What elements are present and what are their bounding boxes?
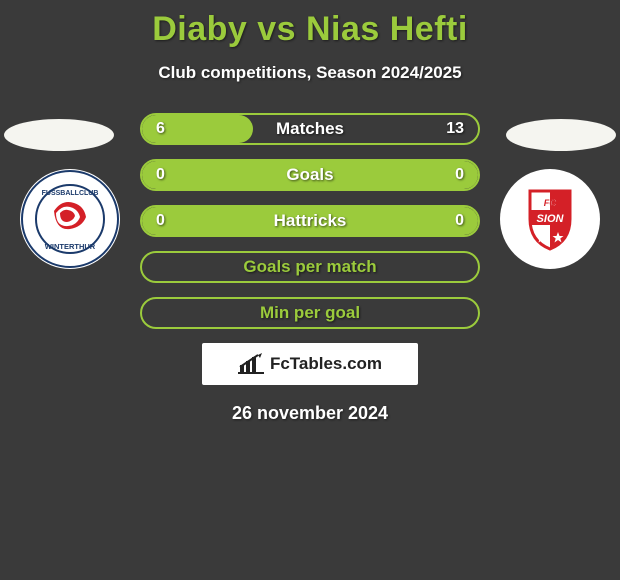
page-title: Diaby vs Nias Hefti xyxy=(0,0,620,49)
chart-icon xyxy=(238,353,264,375)
stat-right-value: 0 xyxy=(455,161,464,189)
stat-right-value: 13 xyxy=(446,115,464,143)
stat-bars: 6 Matches 13 0 Goals 0 0 Hattricks 0 Goa… xyxy=(140,113,480,329)
stat-label: Goals xyxy=(142,161,478,189)
player-right-oval xyxy=(506,119,616,151)
club-badge-left: FUSSBALLCLUB WINTERTHUR xyxy=(20,169,120,269)
svg-text:FUSSBALLCLUB: FUSSBALLCLUB xyxy=(42,190,99,197)
sion-logo-icon: FC FC SION xyxy=(500,169,600,269)
stat-row-goals: 0 Goals 0 xyxy=(140,159,480,191)
branding-text: FcTables.com xyxy=(270,354,382,374)
subtitle: Club competitions, Season 2024/2025 xyxy=(0,63,620,83)
stat-row-goals-per-match: Goals per match xyxy=(140,251,480,283)
club-badge-right: FC FC SION xyxy=(500,169,600,269)
stat-label: Matches xyxy=(142,115,478,143)
svg-text:FC: FC xyxy=(544,198,556,208)
stat-label: Min per goal xyxy=(142,299,478,327)
branding-box[interactable]: FcTables.com xyxy=(202,343,418,385)
stat-row-hattricks: 0 Hattricks 0 xyxy=(140,205,480,237)
stat-row-matches: 6 Matches 13 xyxy=(140,113,480,145)
svg-text:WINTERTHUR: WINTERTHUR xyxy=(45,242,96,251)
stat-row-min-per-goal: Min per goal xyxy=(140,297,480,329)
stat-label: Hattricks xyxy=(142,207,478,235)
winterthur-logo-icon: FUSSBALLCLUB WINTERTHUR xyxy=(20,169,120,269)
player-left-oval xyxy=(4,119,114,151)
svg-text:SION: SION xyxy=(537,213,565,225)
date-line: 26 november 2024 xyxy=(0,403,620,424)
stat-label: Goals per match xyxy=(142,253,478,281)
stat-right-value: 0 xyxy=(455,207,464,235)
comparison-area: FUSSBALLCLUB WINTERTHUR FC FC SION xyxy=(0,113,620,424)
